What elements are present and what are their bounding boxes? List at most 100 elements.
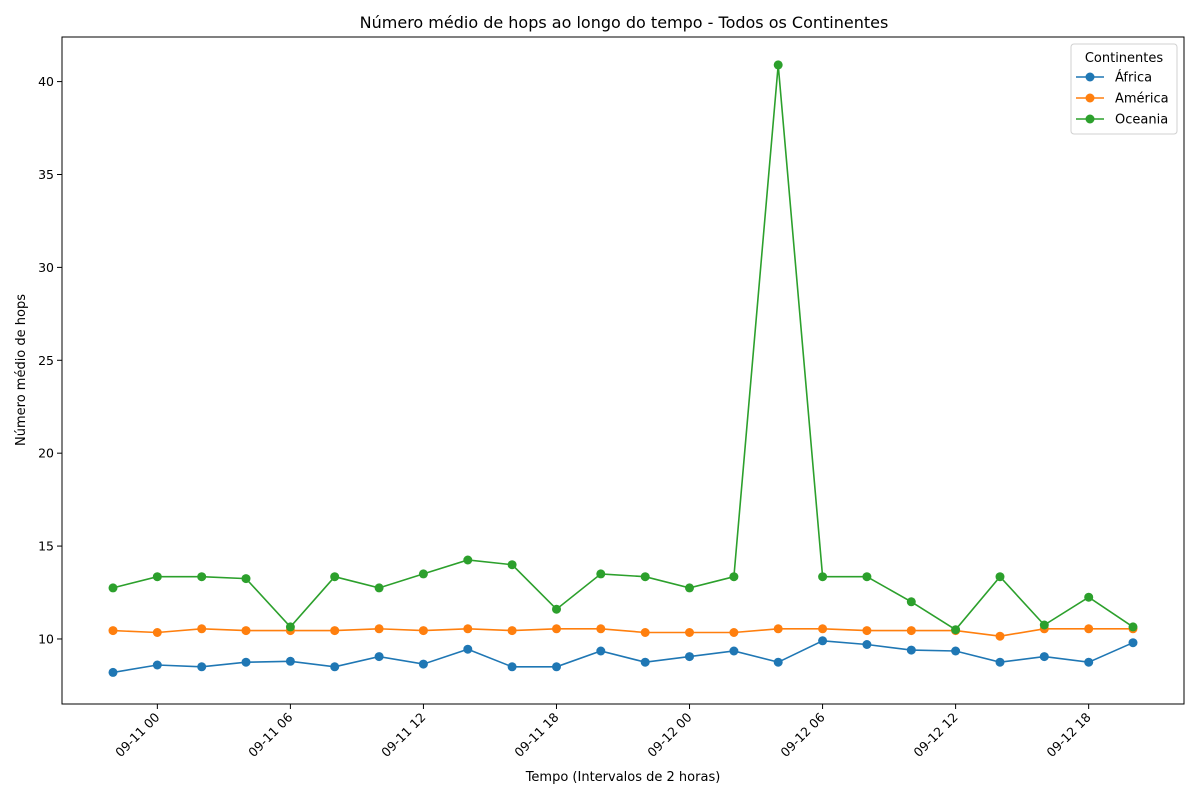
data-point (685, 583, 694, 593)
data-point (995, 657, 1005, 667)
x-tick-label: 09-12 06 (777, 709, 827, 759)
data-point (108, 626, 118, 636)
data-point (197, 662, 207, 672)
data-point (729, 646, 739, 656)
y-tick-label: 40 (38, 74, 54, 89)
legend: Continentes África América Oceania (1070, 43, 1178, 135)
series-2 (108, 60, 1138, 635)
data-point (640, 628, 650, 637)
data-point (152, 572, 162, 582)
data-point (418, 626, 428, 636)
series-line (112, 627, 1133, 638)
y-tick-label: 10 (38, 631, 54, 646)
plot-area (61, 36, 1185, 705)
x-tick-label: 09-11 12 (378, 710, 428, 760)
chart-title: Número médio de hops ao longo do tempo -… (360, 13, 889, 32)
x-axis-label: Tempo (Intervalos de 2 horas) (525, 770, 721, 785)
data-point (1084, 592, 1094, 602)
data-point (330, 662, 340, 672)
data-point (1039, 652, 1049, 662)
data-point (374, 624, 384, 634)
data-point (241, 574, 251, 584)
data-point (241, 657, 251, 667)
y-axis: 10 15 20 25 30 35 40 (38, 74, 62, 646)
data-point (552, 662, 561, 672)
x-axis: 09-11 00 09-11 06 09-11 12 09-11 18 09-12 00… (112, 704, 1094, 760)
data-point (685, 628, 694, 637)
data-point (285, 622, 295, 632)
data-point (285, 656, 295, 666)
data-point (241, 626, 251, 636)
legend-label: América (1115, 92, 1169, 107)
legend-label: Oceania (1115, 113, 1168, 128)
data-point (906, 626, 916, 636)
y-tick-label: 25 (38, 353, 54, 368)
series-line (112, 639, 1134, 674)
x-tick-label: 09-12 00 (644, 709, 694, 759)
data-point (330, 572, 340, 582)
legend-item: América (1076, 92, 1169, 107)
data-point (862, 572, 872, 582)
data-point (596, 646, 606, 656)
y-tick-label: 20 (38, 446, 54, 461)
data-point (1039, 620, 1049, 630)
data-point (152, 628, 162, 637)
data-point (951, 646, 961, 656)
series-1 (108, 624, 1138, 641)
legend-swatch-marker (1085, 114, 1095, 124)
y-tick-label: 15 (38, 539, 54, 554)
data-point (596, 624, 606, 634)
data-point (818, 624, 828, 634)
data-point (418, 569, 428, 579)
data-point (418, 659, 428, 669)
data-point (729, 572, 739, 582)
legend-item: Oceania (1076, 113, 1168, 128)
series-0 (108, 636, 1138, 677)
data-point (1128, 638, 1138, 648)
legend-label: África (1115, 70, 1152, 86)
x-tick-label: 09-11 06 (245, 709, 295, 759)
data-point (862, 626, 872, 636)
data-point (951, 625, 961, 635)
data-point (552, 604, 561, 614)
x-tick-label: 09-12 12 (910, 710, 960, 760)
y-axis-label: Número médio de hops (14, 294, 29, 446)
data-point (995, 631, 1005, 641)
data-point (1084, 624, 1094, 634)
data-point (463, 644, 473, 654)
data-point (152, 660, 162, 670)
legend-item: África (1076, 70, 1152, 86)
data-point (818, 636, 828, 646)
legend-swatch-marker (1085, 93, 1095, 103)
data-point (507, 560, 517, 570)
data-point (685, 652, 694, 662)
data-point (197, 572, 207, 582)
data-point (552, 624, 561, 634)
data-point (773, 657, 783, 667)
data-point (640, 657, 650, 667)
data-point (906, 597, 916, 607)
legend-box (1070, 43, 1178, 135)
data-point (995, 572, 1005, 582)
y-tick-label: 30 (38, 260, 54, 275)
x-tick-label: 09-11 18 (511, 709, 561, 759)
x-tick-label: 09-12 18 (1043, 709, 1093, 759)
data-point (507, 662, 517, 672)
data-point (374, 652, 384, 662)
data-point (108, 583, 118, 593)
data-point (906, 645, 916, 655)
data-point (507, 626, 517, 636)
series-line (112, 64, 1134, 631)
data-point (596, 569, 606, 579)
data-point (640, 572, 650, 582)
data-point (773, 60, 783, 70)
legend-title: Continentes (1085, 51, 1164, 66)
data-point (330, 626, 340, 636)
data-point (1084, 657, 1094, 667)
series-layer (108, 60, 1138, 677)
data-point (374, 583, 384, 593)
y-tick-label: 35 (38, 167, 54, 182)
data-point (862, 640, 872, 649)
legend-swatch-marker (1085, 72, 1095, 82)
